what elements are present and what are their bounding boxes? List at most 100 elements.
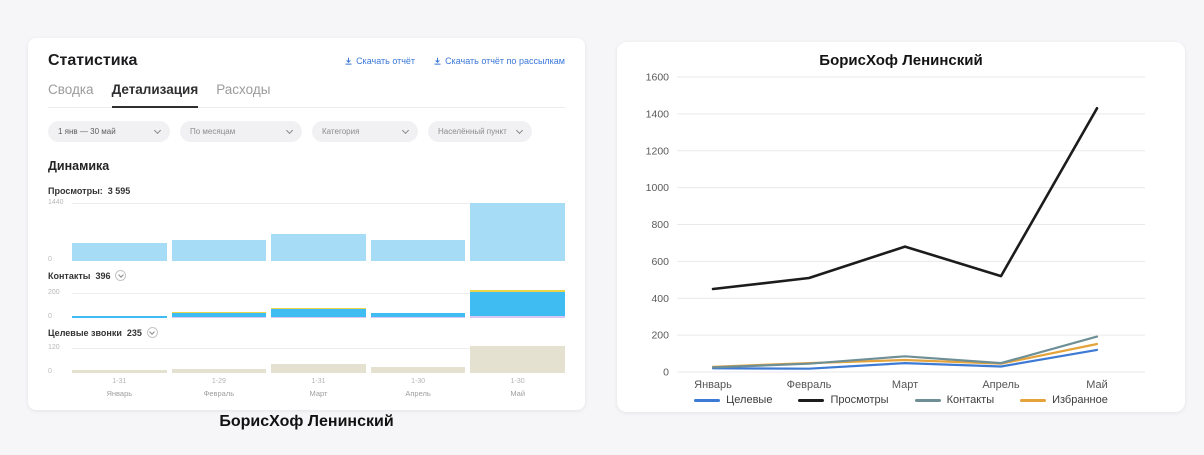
download-report-label: Скачать отчёт	[356, 56, 416, 66]
tab-bar: Сводка Детализация Расходы	[48, 82, 565, 108]
download-report-link[interactable]: Скачать отчёт	[344, 56, 415, 66]
month-may: 1-30 Май	[470, 378, 565, 398]
month-range: 1-30	[411, 378, 426, 385]
metric-target-calls: Целевые звонки 235	[48, 327, 565, 338]
x-axis-months: 1-31 Январь 1-29 Февраль 1-31 Март 1-30 …	[72, 378, 565, 398]
bar	[72, 242, 167, 261]
filter-bar: 1 янв — 30 май По месяцам Категория Насе…	[48, 121, 565, 142]
filter-date-range-value: 1 янв — 30 май	[58, 127, 116, 136]
bar	[370, 240, 466, 261]
filter-grouping[interactable]: По месяцам	[180, 121, 302, 142]
legend-item-избранное: Избранное	[1020, 394, 1108, 406]
svg-text:200: 200	[651, 330, 669, 342]
bar	[171, 311, 267, 318]
month-range: 1-31	[311, 378, 326, 385]
svg-text:Март: Март	[892, 379, 918, 391]
month-range: 1-31	[112, 378, 127, 385]
chart-legend: Целевые Просмотры Контакты Избранное	[617, 394, 1185, 406]
bar-chart-views: 1440 0	[48, 199, 565, 263]
filter-date-range[interactable]: 1 янв — 30 май	[48, 121, 170, 142]
filter-city-value: Населённый пункт	[438, 127, 507, 136]
axis-min-label: 0	[48, 368, 52, 375]
chevron-down-icon	[153, 126, 162, 135]
legend-item-целевые: Целевые	[694, 394, 772, 406]
metric-target-calls-value: 235	[126, 327, 142, 338]
bar	[370, 313, 466, 318]
bar	[470, 345, 565, 373]
bar	[72, 316, 167, 318]
metric-target-calls-label: Целевые звонки	[48, 327, 122, 338]
legend-label: Просмотры	[830, 394, 889, 406]
month-january: 1-31 Январь	[72, 378, 167, 398]
svg-text:800: 800	[651, 219, 669, 231]
chevron-down-icon	[149, 329, 156, 335]
download-mailing-report-link[interactable]: Скачать отчёт по рассылкам	[433, 56, 565, 66]
legend-label: Контакты	[946, 394, 995, 406]
tab-rashody[interactable]: Расходы	[216, 82, 271, 97]
metric-contacts-value: 396	[95, 270, 111, 281]
filter-category-value: Категория	[322, 127, 360, 136]
panel-header: Статистика Скачать отчёт Скачать отчёт п…	[48, 52, 565, 70]
bars	[72, 199, 565, 261]
gridline	[72, 203, 565, 204]
tab-svodka[interactable]: Сводка	[48, 82, 94, 97]
metric-views-label: Просмотры:	[48, 186, 103, 196]
download-mailing-report-label: Скачать отчёт по рассылкам	[445, 56, 565, 66]
legend-item-просмотры: Просмотры	[798, 394, 889, 406]
legend-label: Целевые	[726, 394, 773, 406]
svg-text:1400: 1400	[646, 108, 670, 120]
bar	[171, 369, 267, 373]
chevron-down-icon	[118, 272, 124, 278]
month-name: Январь	[106, 389, 133, 398]
filter-category[interactable]: Категория	[312, 121, 418, 142]
svg-text:400: 400	[651, 293, 669, 305]
metric-contacts: Контакты 396	[48, 270, 565, 281]
bar	[72, 369, 167, 373]
bar	[271, 233, 366, 261]
month-range: 1-29	[211, 378, 226, 385]
bar	[271, 363, 366, 373]
chevron-down-icon	[285, 126, 294, 135]
gridline	[72, 293, 565, 294]
dealer-caption: БорисХоф Ленинский	[219, 413, 394, 430]
legend-line-swatch	[798, 398, 825, 402]
expand-target-calls-button[interactable]	[146, 327, 158, 338]
gridline	[72, 348, 565, 349]
month-april: 1-30 Апрель	[371, 378, 466, 398]
svg-text:600: 600	[651, 256, 669, 268]
legend-line-swatch	[914, 398, 941, 402]
bars	[72, 341, 565, 373]
axis-max-label: 1440	[48, 199, 64, 206]
chevron-down-icon	[401, 126, 410, 135]
month-range: 1-30	[510, 378, 525, 385]
legend-label: Избранное	[1052, 394, 1108, 406]
expand-contacts-button[interactable]	[115, 270, 127, 281]
axis-max-label: 120	[48, 344, 60, 351]
bar	[171, 240, 267, 261]
month-name: Март	[309, 389, 328, 398]
axis-min-label: 0	[48, 256, 52, 263]
page-title: Статистика	[48, 52, 138, 69]
line-chart: 0 200 400 600 800 1000 1200 1400 1600 Январь Февра…	[646, 72, 1145, 391]
svg-text:Апрель: Апрель	[982, 379, 1020, 391]
bar	[470, 203, 565, 261]
month-february: 1-29 Февраль	[172, 378, 267, 398]
legend-item-контакты: Контакты	[914, 394, 995, 406]
month-name: Апрель	[405, 389, 431, 398]
axis-min-label: 0	[48, 313, 52, 320]
filter-grouping-value: По месяцам	[190, 127, 236, 136]
bar-chart-contacts: 200 0	[48, 284, 565, 320]
report-actions: Скачать отчёт Скачать отчёт по рассылкам	[344, 56, 565, 66]
legend-line-swatch	[1020, 398, 1047, 402]
metric-contacts-label: Контакты	[48, 270, 91, 281]
tab-detalizaciya[interactable]: Детализация	[111, 82, 199, 108]
svg-text:Февраль: Февраль	[787, 379, 832, 391]
axis-max-label: 200	[48, 289, 60, 296]
bar	[370, 366, 466, 373]
svg-text:1600: 1600	[646, 72, 670, 84]
bar	[470, 290, 565, 318]
legend-line-swatch	[694, 398, 721, 402]
section-title-dynamics: Динамика	[48, 159, 110, 173]
bar	[271, 307, 366, 318]
filter-city[interactable]: Населённый пункт	[428, 121, 532, 142]
